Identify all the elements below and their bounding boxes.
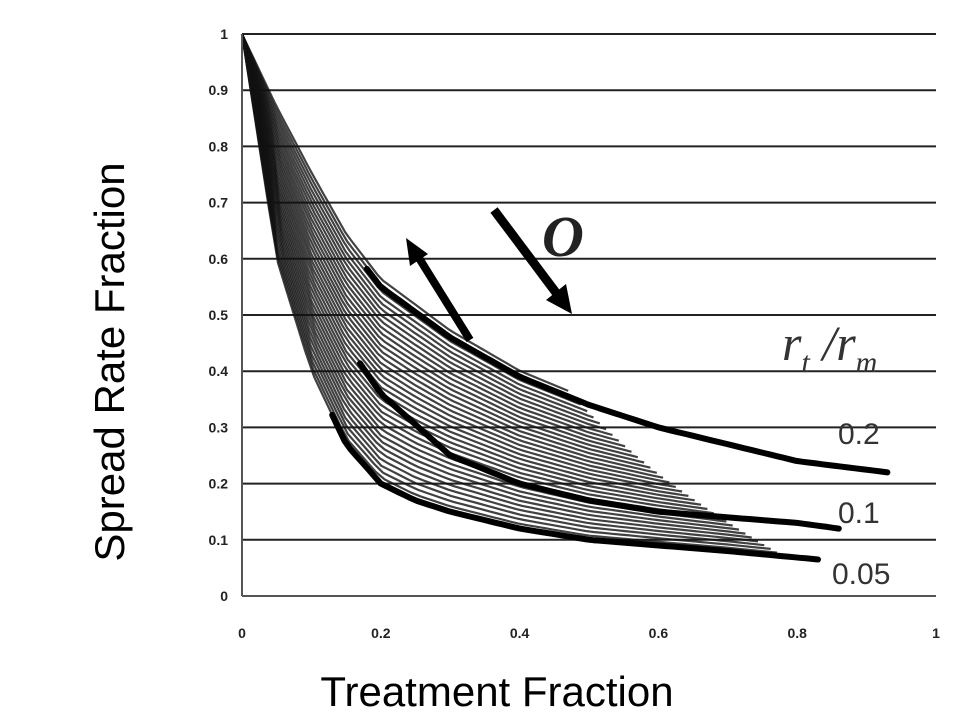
hatch-curve-27 xyxy=(240,33,740,531)
hatch-curve-17 xyxy=(240,33,676,488)
hatch-curve-5 xyxy=(240,33,601,425)
series-curves xyxy=(329,265,891,563)
hatch-curve-15 xyxy=(240,33,664,479)
hatch-curve-10 xyxy=(240,33,632,453)
hatch-curve-30 xyxy=(240,33,759,543)
series-labels: 0.2 0.1 0.05 xyxy=(832,418,890,591)
hatch-curve-8 xyxy=(240,33,620,442)
series-label-0.2: 0.2 xyxy=(838,418,880,451)
y-tick-4: 0.4 xyxy=(209,363,229,379)
series-curve-0.2 xyxy=(363,265,891,476)
y-tick-5: 0.5 xyxy=(209,307,229,323)
hatch-curve-16 xyxy=(240,33,670,484)
hatch-curve-20 xyxy=(240,33,695,502)
legend-title-main: r xyxy=(782,315,802,371)
annotation-arrow-secondary xyxy=(410,247,474,343)
annotation-arrow-main xyxy=(490,207,570,309)
hatch-curve-0 xyxy=(241,33,569,392)
hatch-curve-26 xyxy=(240,33,733,527)
hatch-curve-11 xyxy=(240,33,639,459)
y-tick-6: 0.6 xyxy=(209,251,229,267)
legend-title: rt /rm xyxy=(782,315,877,379)
y-tick-9: 0.9 xyxy=(209,82,229,98)
hatch-curve-7 xyxy=(240,33,613,437)
x-tick-5: 1 xyxy=(932,625,940,641)
y-tick-0: 0 xyxy=(220,588,228,604)
hatch-curve-32 xyxy=(240,33,771,550)
x-tick-0: 0 xyxy=(238,625,246,641)
hatch-curve-28 xyxy=(240,33,746,535)
hatch-curve-9 xyxy=(240,33,626,448)
x-tick-3: 0.6 xyxy=(649,625,669,641)
legend-title-sub1: t xyxy=(801,346,810,379)
y-tick-2: 0.2 xyxy=(209,476,229,492)
hatch-curve-3 xyxy=(240,33,588,413)
hatch-curve-18 xyxy=(240,33,683,493)
y-tick-1: 0.1 xyxy=(209,532,229,548)
x-tick-labels: 0 0.2 0.4 0.6 0.8 1 xyxy=(238,625,940,641)
y-tick-7: 0.7 xyxy=(209,195,229,211)
hatch-curve-21 xyxy=(240,33,702,506)
hatch-curve-14 xyxy=(240,33,658,474)
annotation-arrowhead-secondary xyxy=(406,238,428,266)
hatch-curve-23 xyxy=(240,33,714,515)
hatch-curve-22 xyxy=(240,33,708,511)
series-curve-0.05 xyxy=(329,412,821,563)
hatch-curve-4 xyxy=(240,33,594,419)
hatch-curve-29 xyxy=(240,33,752,539)
annotation-label: O xyxy=(542,204,584,269)
legend-title-sub2: m xyxy=(856,346,878,379)
annotation-arrows xyxy=(406,207,572,343)
y-tick-labels: 0 0.1 0.2 0.3 0.4 0.5 0.6 0.7 0.8 0.9 1 xyxy=(209,26,229,604)
y-tick-8: 0.8 xyxy=(209,138,229,154)
x-tick-2: 0.4 xyxy=(510,625,530,641)
y-tick-10: 1 xyxy=(220,26,228,42)
series-label-0.05: 0.05 xyxy=(832,558,890,591)
axes xyxy=(241,34,936,597)
series-curve-0.1 xyxy=(357,360,842,532)
hatch-curve-12 xyxy=(240,33,645,464)
annotation-arrowhead-main xyxy=(546,284,572,314)
legend-title-mid: /r xyxy=(810,315,856,371)
x-tick-1: 0.2 xyxy=(371,625,391,641)
hatch-curve-33 xyxy=(240,33,778,554)
series-label-0.1: 0.1 xyxy=(838,497,880,530)
y-tick-3: 0.3 xyxy=(209,419,229,435)
x-axis-title: Treatment Fraction xyxy=(320,668,673,715)
x-tick-4: 0.8 xyxy=(787,625,807,641)
hatch-curve-13 xyxy=(240,33,651,469)
hatch-curve-31 xyxy=(240,33,765,547)
y-axis-title: Spread Rate Fraction xyxy=(86,162,133,561)
hatch-curve-19 xyxy=(240,33,689,497)
hatch-curve-6 xyxy=(240,33,607,431)
